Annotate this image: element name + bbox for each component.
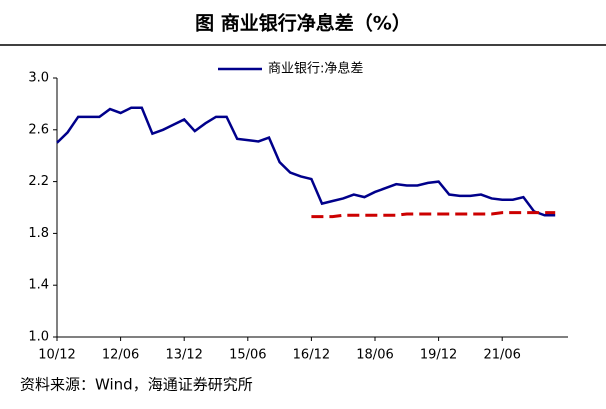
x-tick-label: 10/12 [38,348,75,363]
y-tick-label: 1.4 [28,278,49,293]
series-line [56,106,556,217]
chart-title: 图 商业银行净息差（%） [195,12,411,35]
y-tick-label: 3.0 [28,71,49,86]
x-tick-label: 15/06 [229,348,266,363]
x-tick-label: 12/06 [102,348,139,363]
series-line [311,211,556,219]
x-tick-label: 21/06 [483,348,520,363]
legend-label: 商业银行:净息差 [268,61,363,77]
x-tick-label: 16/12 [293,348,330,363]
x-tick-label: 13/12 [165,348,202,363]
y-tick-label: 2.6 [28,122,49,137]
x-tick-label: 19/12 [420,348,457,363]
x-tick-label: 18/06 [356,348,393,363]
y-tick-label: 1.0 [28,330,49,345]
y-tick-label: 2.2 [28,174,49,189]
y-tick-label: 1.8 [28,226,49,241]
source-note: 资料来源：Wind，海通证券研究所 [20,376,253,394]
